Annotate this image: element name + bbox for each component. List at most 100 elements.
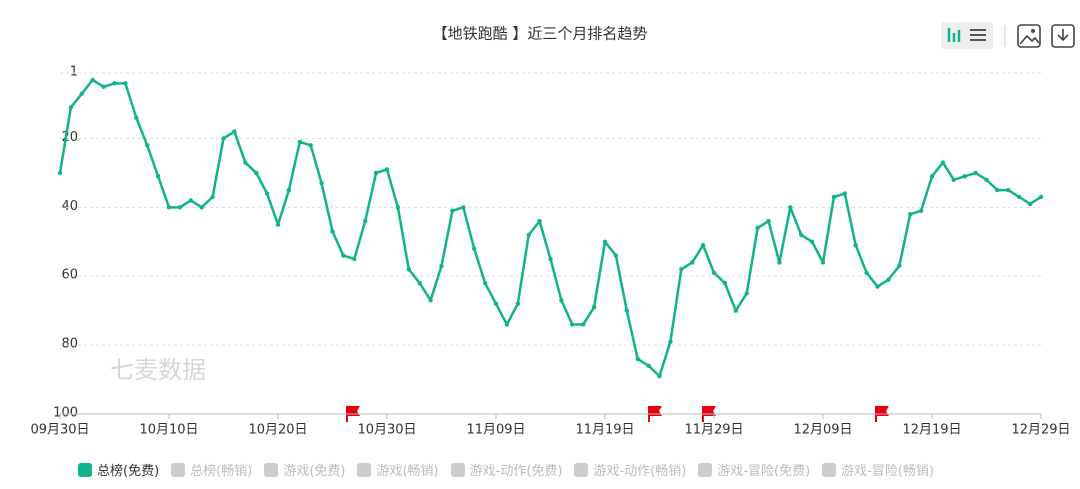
point: [286, 187, 292, 193]
legend-item[interactable]: 游戏-冒险(畅销): [822, 460, 934, 479]
legend-swatch: [822, 462, 837, 477]
point: [908, 212, 913, 217]
point: [493, 301, 499, 306]
point: [918, 208, 924, 213]
y-tick-label: 1: [70, 65, 78, 80]
legend: 总榜(免费) 总榜(畅销) 游戏(免费) 游戏(畅销) 游戏-动作(免费) 游戏-动作(畅…: [78, 460, 934, 479]
download-button[interactable]: [1051, 24, 1075, 48]
y-tick-label: 100: [53, 406, 78, 421]
point: [897, 263, 902, 269]
chart-title: 【地铁跑酷 】近三个月排名趋势: [433, 25, 648, 43]
x-tick-label: 12月09日: [793, 423, 852, 438]
point: [275, 222, 281, 227]
legend-label: 游戏(免费): [283, 464, 346, 479]
point: [820, 260, 826, 265]
point: [145, 143, 150, 148]
view-toggle[interactable]: [941, 22, 993, 49]
legend-label: 总榜(免费): [97, 464, 160, 479]
legend-label: 游戏-动作(畅销): [593, 464, 687, 479]
point: [635, 356, 640, 362]
point: [679, 267, 684, 272]
point: [973, 170, 978, 176]
legend-label: 游戏-冒险(免费): [717, 464, 811, 479]
watermark: 七麦数据: [110, 356, 206, 384]
point: [831, 194, 837, 200]
point: [384, 167, 390, 172]
legend-item[interactable]: 游戏-动作(免费): [450, 460, 563, 479]
point: [243, 160, 248, 165]
point: [155, 174, 161, 179]
point: [711, 270, 717, 275]
point: [646, 363, 651, 368]
legend-swatch: [357, 462, 372, 477]
point: [984, 177, 989, 182]
legend-label: 游戏-动作(免费): [469, 464, 563, 479]
legend-item[interactable]: 游戏(免费): [264, 460, 345, 479]
point: [853, 243, 858, 248]
point: [352, 256, 357, 262]
line: [58, 78, 1042, 378]
y-tick-label: 80: [61, 337, 78, 352]
legend-swatch: [171, 462, 186, 477]
point: [1027, 201, 1033, 207]
point: [548, 256, 553, 262]
point: [373, 170, 379, 176]
point: [101, 84, 106, 89]
point: [439, 263, 444, 269]
legend-item[interactable]: 游戏-冒险(免费): [698, 460, 810, 479]
point: [1017, 194, 1022, 200]
x-tick-label: 10月20日: [248, 423, 307, 438]
x-tick-label: 12月29日: [1011, 423, 1070, 438]
legend-label: 游戏(畅销): [376, 464, 439, 479]
point: [690, 260, 695, 265]
point: [951, 177, 956, 182]
point: [90, 77, 95, 83]
point: [559, 298, 564, 303]
point: [1006, 187, 1011, 193]
point: [809, 239, 815, 244]
point: [581, 322, 586, 327]
toolbar: [941, 22, 1075, 49]
point: [864, 270, 869, 275]
point: [504, 322, 510, 327]
legend-label: 游戏-冒险(畅销): [841, 464, 934, 479]
legend-swatch: [698, 462, 713, 477]
x-tick-label: 09月30日: [30, 423, 89, 438]
y-tick-label: 40: [61, 199, 78, 214]
point: [210, 194, 215, 200]
point: [472, 246, 477, 251]
list-icon: [970, 29, 986, 41]
point: [461, 205, 466, 210]
point: [1038, 194, 1044, 200]
point: [177, 205, 183, 210]
image-button[interactable]: [1017, 24, 1041, 48]
bar-icon: [947, 28, 961, 42]
point: [341, 253, 346, 258]
point: [886, 277, 891, 282]
legend-swatch: [450, 462, 465, 477]
point: [613, 253, 619, 258]
point: [940, 160, 946, 165]
legend-item[interactable]: 游戏(畅销): [357, 460, 439, 479]
point: [766, 218, 771, 224]
legend-swatch: [264, 462, 279, 477]
point: [319, 181, 324, 186]
point: [254, 170, 259, 176]
legend-item[interactable]: 总榜(免费): [78, 460, 159, 479]
point: [188, 198, 193, 203]
point: [57, 170, 63, 176]
legend-label: 总榜(畅销): [190, 464, 253, 479]
point: [755, 225, 760, 231]
legend-item[interactable]: 总榜(畅销): [171, 460, 252, 479]
point: [482, 280, 488, 286]
point: [166, 205, 172, 210]
point: [308, 143, 313, 148]
legend-swatch: [78, 462, 92, 477]
point: [929, 174, 935, 179]
point: [733, 308, 738, 313]
legend-item[interactable]: 游戏-动作(畅销): [574, 460, 686, 479]
point: [842, 191, 847, 196]
point: [700, 243, 706, 248]
point: [221, 136, 226, 141]
